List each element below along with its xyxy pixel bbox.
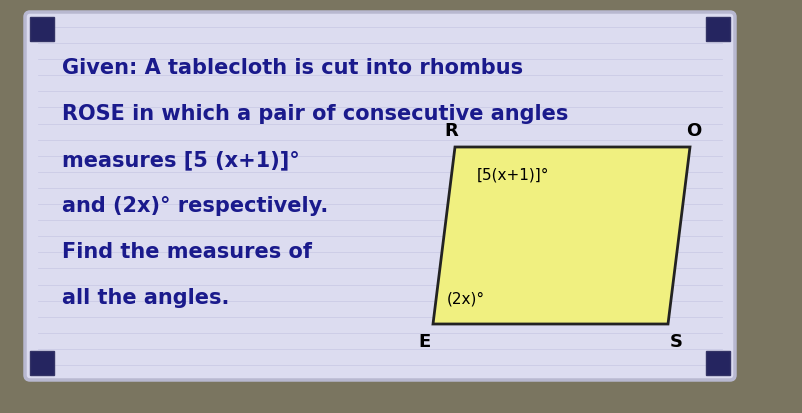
Polygon shape	[432, 147, 689, 324]
Bar	[30, 351, 54, 375]
Text: (2x)°: (2x)°	[447, 291, 484, 306]
Bar	[705, 18, 729, 42]
Text: S: S	[669, 332, 682, 350]
Text: [5(x+1)]°: [5(x+1)]°	[476, 168, 549, 183]
Text: Find the measures of: Find the measures of	[62, 242, 312, 261]
Text: measures [5 (x+1)]°: measures [5 (x+1)]°	[62, 150, 299, 170]
Text: R: R	[444, 122, 457, 140]
Text: and (2x)° respectively.: and (2x)° respectively.	[62, 195, 328, 216]
Text: all the angles.: all the angles.	[62, 287, 229, 307]
Bar	[705, 351, 729, 375]
Text: E: E	[419, 332, 431, 350]
FancyBboxPatch shape	[25, 13, 734, 380]
Text: O: O	[686, 122, 701, 140]
Bar	[30, 18, 54, 42]
Text: ROSE in which a pair of consecutive angles: ROSE in which a pair of consecutive angl…	[62, 104, 568, 124]
Text: Given: A tablecloth is cut into rhombus: Given: A tablecloth is cut into rhombus	[62, 58, 522, 78]
